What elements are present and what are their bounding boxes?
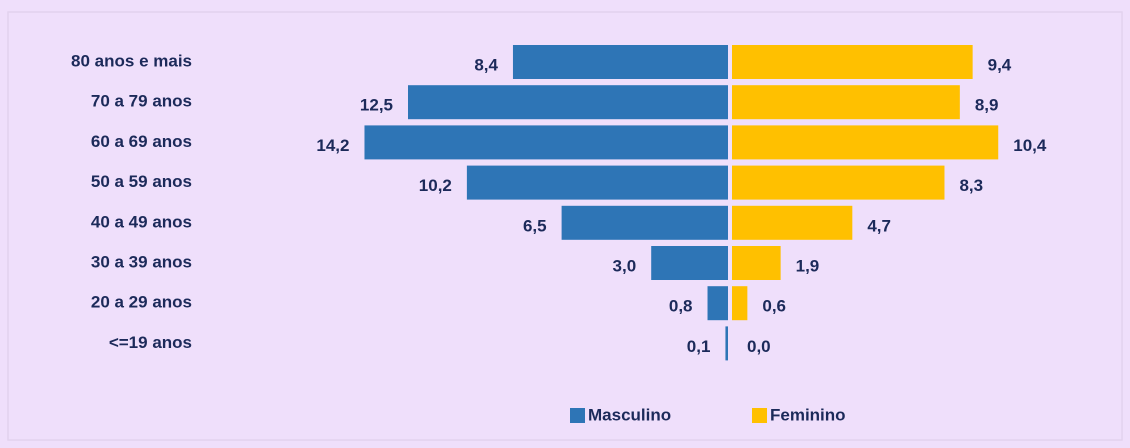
legend-swatch [570, 408, 585, 423]
bar [732, 246, 781, 280]
legend-swatch [752, 408, 767, 423]
category-label: 20 a 29 anos [91, 293, 192, 312]
value-label: 9,4 [988, 55, 1012, 74]
bar [732, 165, 945, 200]
value-label: 4,7 [867, 216, 891, 235]
legend-label: Masculino [588, 405, 671, 424]
value-label: 8,4 [474, 55, 498, 74]
bar [732, 85, 960, 120]
value-label: 3,0 [613, 256, 637, 275]
bar [561, 205, 728, 240]
value-label: 10,2 [419, 176, 452, 195]
value-label: 0,8 [669, 297, 693, 316]
value-label: 0,0 [747, 337, 771, 356]
bar [732, 286, 748, 321]
value-label: 0,1 [687, 337, 711, 356]
value-label: 0,6 [762, 297, 786, 316]
category-label: 40 a 49 anos [91, 212, 192, 231]
bar [364, 125, 728, 160]
bar [732, 205, 853, 240]
category-label: 70 a 79 anos [91, 92, 192, 111]
value-label: 14,2 [316, 136, 349, 155]
value-label: 12,5 [360, 96, 393, 115]
legend-label: Feminino [770, 405, 846, 424]
value-label: 6,5 [523, 216, 547, 235]
bar [408, 85, 728, 120]
category-label: 30 a 39 anos [91, 252, 192, 271]
bar [651, 246, 728, 280]
bar [466, 165, 728, 200]
category-label: <=19 anos [109, 333, 192, 352]
bar [732, 125, 999, 160]
bar [707, 286, 728, 321]
bar [512, 45, 728, 79]
category-label: 50 a 59 anos [91, 172, 192, 191]
value-label: 8,9 [975, 96, 999, 115]
value-label: 1,9 [796, 256, 820, 275]
bar [725, 326, 728, 361]
category-label: 80 anos e mais [71, 51, 192, 70]
category-label: 60 a 69 anos [91, 132, 192, 151]
value-label: 10,4 [1013, 136, 1047, 155]
bar [732, 45, 973, 79]
value-label: 8,3 [959, 176, 983, 195]
